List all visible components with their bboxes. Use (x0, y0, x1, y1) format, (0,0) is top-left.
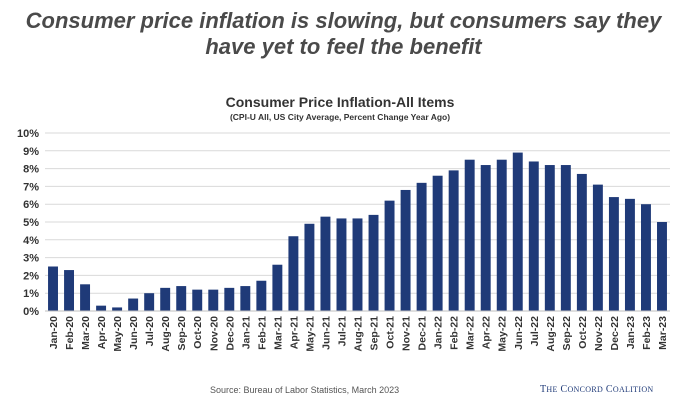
x-tick-label: Apr-20 (96, 316, 108, 349)
bar (592, 184, 603, 311)
y-tick-label: 1% (23, 288, 39, 300)
bar (640, 204, 651, 311)
x-tick-label: Jan-21 (240, 316, 252, 349)
bar (160, 287, 171, 311)
bar (80, 284, 91, 311)
bar (208, 289, 219, 311)
x-tick-label: Oct-20 (192, 316, 204, 349)
x-tick-label: Mar-22 (465, 316, 477, 350)
bar (272, 264, 283, 311)
y-tick-label: 2% (23, 270, 39, 282)
x-tick-label: Aug-21 (353, 316, 365, 352)
x-tick-label: Mar-23 (657, 316, 669, 350)
x-tick-label: Feb-23 (641, 316, 653, 350)
headline-line-1: Consumer price inflation is slowing, but… (25, 8, 662, 33)
bar (112, 307, 123, 311)
x-tick-label: Sep-20 (176, 316, 188, 351)
x-tick-label: Mar-21 (272, 316, 284, 350)
chart-subtitle: (CPI-U All, US City Average, Percent Cha… (229, 112, 451, 122)
x-tick-label: Jan-23 (625, 316, 637, 349)
x-tick-label: Jan-20 (48, 316, 60, 349)
headline-line-2: have yet to feel the benefit (205, 34, 482, 59)
bar (480, 165, 491, 311)
x-tick-label: Sep-22 (561, 316, 573, 351)
x-tick-label: Nov-22 (593, 316, 605, 351)
bar (448, 170, 459, 311)
bar (64, 270, 75, 311)
concord-coalition-logo: THE CONCORD COALITION (540, 384, 654, 395)
bar (176, 286, 187, 311)
x-tick-label: Apr-22 (481, 316, 493, 349)
source-note: Source: Bureau of Labor Statistics, Marc… (210, 385, 400, 395)
x-tick-label: Mar-20 (80, 316, 92, 350)
bar (352, 218, 363, 311)
y-tick-label: 8% (23, 164, 39, 176)
bar (336, 218, 347, 311)
bar (416, 182, 427, 311)
y-tick-label: 9% (23, 146, 39, 158)
bar (320, 216, 331, 311)
bar (496, 159, 507, 311)
bar (576, 173, 587, 311)
bar (192, 289, 203, 311)
x-tick-label: Jul-22 (529, 316, 541, 347)
bar (256, 280, 267, 311)
x-tick-label: Dec-22 (609, 316, 621, 351)
y-tick-label: 7% (23, 181, 39, 193)
bar (240, 286, 251, 311)
x-tick-label: Jul-20 (144, 316, 156, 347)
bar (608, 197, 619, 311)
x-tick-label: Aug-22 (545, 316, 557, 352)
x-tick-label: Jul-21 (336, 316, 348, 347)
x-tick-label: Nov-20 (208, 316, 220, 351)
x-tick-label: Jun-20 (128, 316, 140, 350)
x-tick-label: Oct-21 (385, 316, 397, 349)
y-tick-label: 6% (23, 199, 39, 211)
headline: Consumer price inflation is slowing, but… (0, 8, 687, 60)
bar (96, 305, 107, 311)
x-tick-label: Aug-20 (160, 316, 172, 352)
bar (432, 175, 443, 311)
bar (400, 189, 411, 311)
x-tick-label: Jun-22 (513, 316, 525, 350)
x-tick-label: Sep-21 (369, 316, 381, 351)
bar (624, 198, 635, 311)
x-tick-label: Dec-20 (224, 316, 236, 351)
bar (560, 165, 571, 311)
x-tick-label: Jan-22 (433, 316, 445, 349)
y-tick-label: 10% (17, 128, 39, 140)
bar (144, 293, 155, 311)
y-tick-label: 5% (23, 217, 39, 229)
bar (528, 161, 539, 311)
x-tick-label: Feb-22 (449, 316, 461, 350)
bar (224, 287, 235, 311)
x-tick-label: Jun-21 (320, 316, 332, 350)
bar (512, 152, 523, 311)
bar (304, 223, 315, 311)
bar (288, 236, 299, 311)
x-tick-label: May-22 (497, 316, 509, 352)
x-tick-label: Feb-21 (256, 316, 268, 350)
bar (48, 266, 58, 311)
x-tick-label: Apr-21 (288, 316, 300, 349)
bar (368, 214, 379, 311)
x-tick-label: May-20 (112, 316, 124, 352)
y-tick-label: 3% (23, 253, 39, 265)
bar (544, 165, 555, 311)
bar (657, 222, 667, 311)
x-tick-label: May-21 (304, 316, 316, 352)
x-tick-label: Dec-21 (417, 316, 429, 351)
y-tick-label: 0% (23, 306, 39, 318)
bar (128, 298, 139, 311)
y-tick-label: 4% (23, 235, 39, 247)
x-tick-label: Feb-20 (64, 316, 76, 350)
x-tick-label: Nov-21 (401, 316, 413, 351)
bar (464, 159, 475, 311)
bar (384, 200, 395, 311)
chart-title: Consumer Price Inflation-All Items (225, 94, 455, 110)
x-tick-label: Oct-22 (577, 316, 589, 349)
